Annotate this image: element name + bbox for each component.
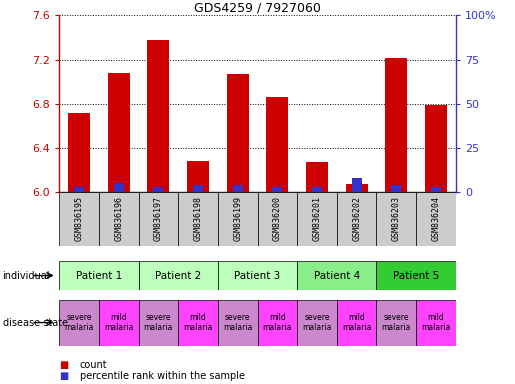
Bar [114,183,124,192]
Text: GSM836195: GSM836195 [75,196,83,242]
Bar [376,300,416,346]
Bar [139,192,178,246]
Bar [337,192,376,246]
Bar [218,300,258,346]
Text: GSM836201: GSM836201 [313,196,321,242]
Text: mild
malaria: mild malaria [421,313,451,332]
Text: mild
malaria: mild malaria [104,313,133,332]
Bar [258,300,297,346]
Text: disease state: disease state [3,318,67,328]
Bar [297,261,376,290]
Bar [147,40,169,192]
Bar [178,300,218,346]
Bar [258,192,297,246]
Bar [346,184,368,192]
Bar [385,58,407,192]
Bar [352,178,362,192]
Text: mild
malaria: mild malaria [183,313,213,332]
Bar [187,161,209,192]
Text: severe
malaria: severe malaria [144,313,173,332]
Bar [376,261,456,290]
Text: ■: ■ [59,371,68,381]
Bar [312,187,322,192]
Text: Patient 1: Patient 1 [76,270,122,281]
Text: individual: individual [3,270,50,281]
Bar [425,105,447,192]
Text: GSM836204: GSM836204 [432,196,440,242]
Text: Patient 2: Patient 2 [155,270,201,281]
Bar [59,192,99,246]
Bar [218,261,297,290]
Bar [99,192,139,246]
Text: Patient 4: Patient 4 [314,270,360,281]
Bar [272,187,282,192]
Title: GDS4259 / 7927060: GDS4259 / 7927060 [194,1,321,14]
Bar [306,162,328,192]
Bar [218,192,258,246]
Text: GSM836203: GSM836203 [392,196,401,242]
Bar [193,185,203,192]
Text: Patient 3: Patient 3 [234,270,281,281]
Bar [227,74,249,192]
Text: severe
malaria: severe malaria [382,313,411,332]
Text: Patient 5: Patient 5 [393,270,439,281]
Text: severe
malaria: severe malaria [302,313,332,332]
Bar [431,187,441,192]
Text: GSM836196: GSM836196 [114,196,123,242]
Bar [74,187,84,192]
Text: GSM836197: GSM836197 [154,196,163,242]
Text: mild
malaria: mild malaria [263,313,292,332]
Bar [416,192,456,246]
Bar [266,97,288,192]
Text: severe
malaria: severe malaria [64,313,94,332]
Bar [108,73,130,192]
Text: GSM836198: GSM836198 [194,196,202,242]
Bar [99,300,139,346]
Bar [178,192,218,246]
Text: GSM836200: GSM836200 [273,196,282,242]
Bar [376,192,416,246]
Text: mild
malaria: mild malaria [342,313,371,332]
Bar [59,300,99,346]
Bar [68,113,90,192]
Bar [153,187,163,192]
Text: GSM836202: GSM836202 [352,196,361,242]
Bar [59,261,139,290]
Text: count: count [80,360,108,370]
Bar [297,300,337,346]
Text: percentile rank within the sample: percentile rank within the sample [80,371,245,381]
Bar [139,261,218,290]
Bar [391,185,401,192]
Text: ■: ■ [59,360,68,370]
Text: severe
malaria: severe malaria [223,313,252,332]
Bar [139,300,178,346]
Bar [337,300,376,346]
Bar [416,300,456,346]
Bar [233,185,243,192]
Bar [297,192,337,246]
Text: GSM836199: GSM836199 [233,196,242,242]
